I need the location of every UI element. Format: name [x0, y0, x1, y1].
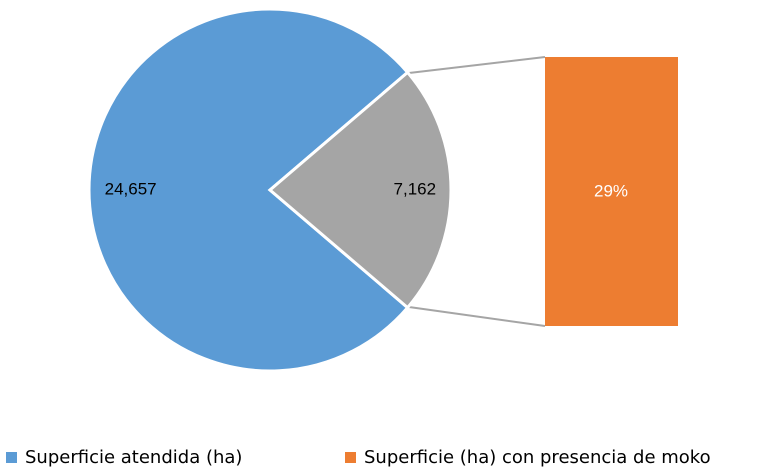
data-label: 7,162 [394, 179, 437, 198]
data-label: 29% [594, 181, 628, 200]
pie-slice [87, 7, 410, 373]
data-label: 24,657 [105, 179, 157, 198]
legend-label: Superficie (ha) con presencia de moko [364, 447, 711, 468]
legend-label: Superficie atendida (ha) [25, 447, 242, 468]
bar [545, 57, 678, 326]
connector-line [408, 306, 546, 327]
legend-swatch [345, 452, 356, 463]
pie-slice [267, 70, 453, 310]
legend-swatch [6, 452, 17, 463]
connector-line [408, 56, 546, 74]
